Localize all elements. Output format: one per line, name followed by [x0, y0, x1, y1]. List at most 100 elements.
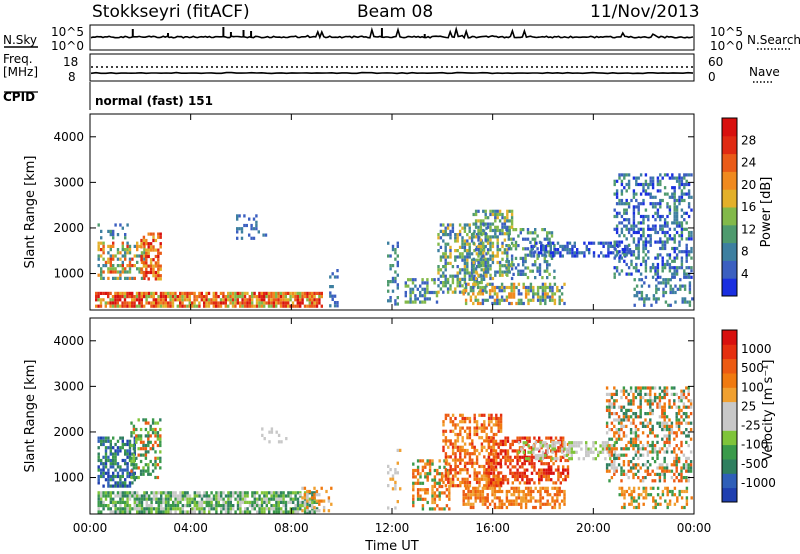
velocity-cell [396, 461, 399, 465]
power-cell [138, 301, 141, 305]
velocity-cell [564, 474, 567, 479]
power-cell [615, 250, 619, 254]
power-colorbar-swatch [722, 118, 737, 137]
power-cell [566, 248, 569, 252]
velocity-cell [444, 468, 448, 472]
velocity-cell [133, 436, 136, 440]
power-cell [493, 298, 497, 302]
power-cell [267, 298, 271, 302]
power-cell [466, 239, 469, 243]
velocity-cell [527, 489, 530, 494]
power-cell [687, 230, 691, 235]
velocity-cell [538, 478, 541, 482]
power-cell [157, 267, 160, 271]
velocity-cell [313, 486, 316, 490]
power-cell [475, 258, 479, 262]
xtick-label: 08:00 [274, 521, 309, 535]
velocity-cell [97, 491, 100, 495]
velocity-cell [490, 468, 493, 472]
velocity-cell [666, 502, 669, 506]
velocity-cell [159, 456, 162, 460]
velocity-cell [492, 468, 496, 472]
power-cell [126, 251, 129, 255]
velocity-cell [227, 494, 230, 498]
power-cell [210, 301, 213, 305]
velocity-cell [451, 477, 455, 481]
power-cell [635, 256, 638, 260]
power-cell [640, 297, 644, 301]
velocity-cell [438, 465, 441, 469]
velocity-cell [641, 463, 645, 467]
velocity-cell [547, 471, 550, 475]
power-cell [690, 234, 693, 238]
power-cell [227, 295, 230, 299]
power-cell [224, 301, 227, 305]
power-cell [506, 270, 509, 274]
power-cell [154, 264, 158, 268]
velocity-cell [176, 494, 180, 498]
velocity-cell [215, 497, 218, 501]
velocity-cell [126, 439, 129, 443]
power-cell [489, 225, 492, 229]
power-cell [642, 218, 645, 222]
velocity-cell [275, 494, 278, 498]
power-cell [668, 266, 672, 270]
power-cell [690, 266, 693, 270]
power-cell [207, 301, 211, 305]
velocity-cell [608, 415, 611, 419]
velocity-cell [563, 453, 566, 458]
velocity-cell [474, 486, 477, 490]
power-cell [470, 265, 474, 269]
velocity-cell [128, 471, 132, 475]
velocity-cell [179, 510, 182, 514]
power-cell [472, 212, 475, 217]
velocity-cell [472, 486, 475, 490]
velocity-cell [613, 392, 616, 396]
velocity-cell [673, 447, 676, 451]
power-cell [683, 227, 686, 231]
power-cell [409, 290, 412, 295]
power-cell [531, 263, 534, 267]
power-cell [100, 248, 103, 252]
velocity-cell [459, 420, 462, 424]
velocity-cell [615, 392, 618, 396]
velocity-cell [562, 442, 565, 447]
power-cell [687, 275, 691, 279]
velocity-cell [444, 471, 448, 475]
power-cell [451, 265, 455, 269]
velocity-cell [456, 477, 460, 481]
velocity-cell [159, 450, 162, 454]
velocity-cell [320, 486, 323, 490]
velocity-cell [294, 510, 297, 514]
velocity-cell [292, 507, 295, 511]
velocity-cell [644, 463, 647, 467]
velocity-cell [471, 445, 474, 449]
velocity-cell [529, 489, 533, 494]
power-cell [571, 248, 574, 252]
velocity-colorbar-tick-label: 25 [741, 399, 756, 413]
velocity-cell [521, 471, 524, 475]
power-cell [239, 295, 242, 299]
velocity-cell [685, 440, 688, 444]
power-cell [315, 301, 319, 305]
power-cell [489, 276, 492, 281]
velocity-cell [136, 507, 139, 511]
velocity-cell [613, 441, 617, 445]
power-cell [687, 189, 691, 193]
velocity-cell [121, 507, 124, 511]
velocity-cell [634, 463, 638, 467]
velocity-cell [222, 491, 225, 495]
velocity-cell [528, 458, 531, 463]
power-cell [444, 245, 447, 249]
velocity-cell [135, 427, 138, 432]
velocity-cell [484, 496, 487, 500]
velocity-cell [606, 441, 609, 445]
power-cell [444, 242, 447, 246]
power-cell [507, 237, 510, 241]
velocity-cell [663, 440, 666, 444]
velocity-cell [687, 431, 690, 435]
power-cell [474, 282, 477, 286]
velocity-cell [687, 456, 690, 460]
power-cell [647, 250, 650, 254]
velocity-cell [107, 458, 110, 463]
